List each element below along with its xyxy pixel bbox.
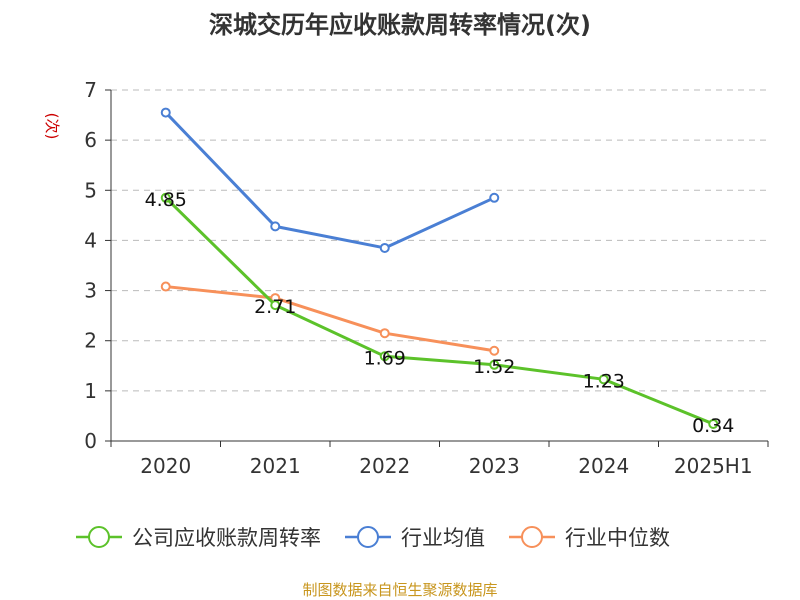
y-tick-label: 0 xyxy=(84,429,97,453)
legend-marker xyxy=(521,526,543,548)
y-tick-label: 1 xyxy=(84,379,97,403)
x-tick-label: 2022 xyxy=(359,454,410,478)
data-labels: 4.85 2.71 1.69 1.52 1.23 0.34 xyxy=(145,189,735,437)
data-label: 1.23 xyxy=(583,370,625,392)
y-axis-label: (次) xyxy=(43,113,61,140)
chart-title: 深城交历年应收账款周转率情况(次) xyxy=(209,11,591,39)
y-tick-label: 2 xyxy=(84,329,97,353)
series-point xyxy=(379,328,390,339)
series-point xyxy=(379,351,390,362)
series-point xyxy=(489,359,500,370)
series-lines xyxy=(160,107,719,429)
y-tick-label: 4 xyxy=(84,228,97,252)
series-point xyxy=(270,300,281,311)
legend-item: 公司应收账款周转率 xyxy=(76,526,321,550)
series-line xyxy=(165,285,495,353)
y-tick-label: 6 xyxy=(84,128,97,152)
x-tick-label: 2021 xyxy=(250,454,301,478)
legend-label: 公司应收账款周转率 xyxy=(132,526,321,550)
series-point xyxy=(489,345,500,356)
series-point xyxy=(379,242,390,253)
series-point xyxy=(598,374,609,385)
data-label: 0.34 xyxy=(692,415,734,437)
series-line xyxy=(164,111,495,250)
series-point xyxy=(160,107,171,118)
series-line xyxy=(164,196,714,426)
legend-label: 行业中位数 xyxy=(565,526,670,550)
legend-item: 行业均值 xyxy=(345,526,485,550)
x-tick-label: 2023 xyxy=(469,454,520,478)
legend-marker xyxy=(88,526,110,548)
series-point xyxy=(160,281,171,292)
y-tick-label: 5 xyxy=(84,178,97,202)
source-note: 制图数据来自恒生聚源数据库 xyxy=(302,581,497,599)
series-point xyxy=(160,192,171,203)
data-label: 1.69 xyxy=(364,347,406,369)
x-tick-label: 2024 xyxy=(578,454,629,478)
series-point xyxy=(708,418,719,429)
axes: 0 1 2 3 4 5 6 7 2020 2021 2022 2023 2024 2025H1 xyxy=(84,78,769,478)
legend-item: 行业中位数 xyxy=(509,526,670,550)
legend-label: 行业均值 xyxy=(401,526,485,550)
legend-marker xyxy=(357,526,379,548)
series-point xyxy=(489,192,500,203)
series-point xyxy=(270,221,281,232)
legend: 公司应收账款周转率 行业均值 行业中位数 xyxy=(76,526,670,550)
data-label: 1.52 xyxy=(473,356,515,378)
x-tick-label: 2025H1 xyxy=(674,454,753,478)
data-label: 2.71 xyxy=(254,296,296,318)
y-tick-label: 7 xyxy=(84,78,97,102)
y-tick-label: 3 xyxy=(84,279,97,303)
x-tick-label: 2020 xyxy=(140,454,191,478)
data-label: 4.85 xyxy=(145,189,187,211)
